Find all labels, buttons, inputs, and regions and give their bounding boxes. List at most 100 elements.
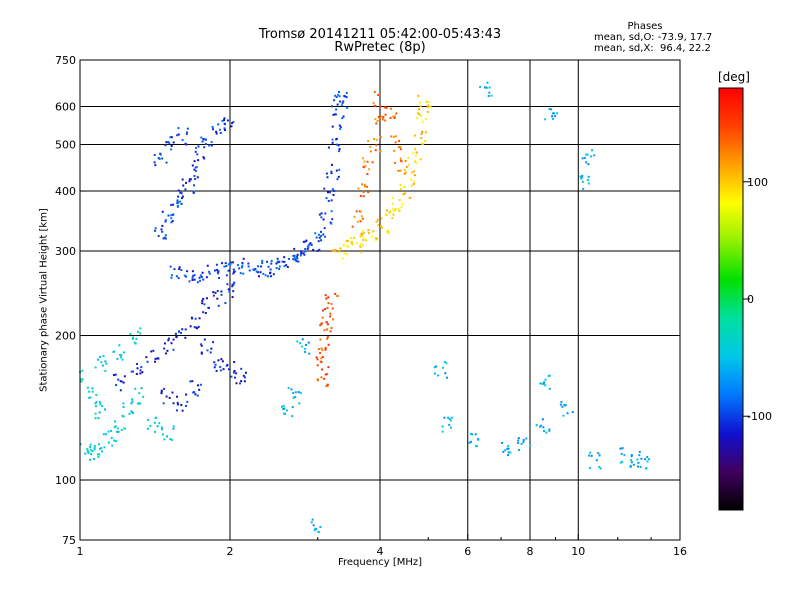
echo-point: [321, 349, 324, 352]
echo-point: [525, 437, 528, 440]
echo-point: [373, 90, 376, 93]
echo-point: [164, 234, 167, 237]
echo-point: [231, 122, 234, 125]
echo-point: [225, 274, 228, 277]
y-tick-label: 75: [62, 534, 76, 547]
echo-point: [403, 168, 406, 171]
echo-point: [120, 380, 123, 383]
echo-point: [219, 365, 222, 368]
echo-point: [363, 185, 366, 188]
echo-point: [128, 412, 131, 415]
echo-point: [320, 357, 323, 360]
echo-point: [371, 230, 374, 233]
echo-point: [390, 135, 393, 138]
echo-point: [217, 271, 220, 274]
echo-point: [380, 217, 383, 220]
echo-point: [544, 384, 547, 387]
echo-point: [443, 360, 446, 363]
echo-point: [636, 465, 639, 468]
echo-point: [220, 290, 223, 293]
echo-point: [100, 447, 103, 450]
echo-point: [399, 146, 402, 149]
echo-point: [107, 441, 110, 444]
chart-subtitle: RwPretec (8p): [334, 40, 426, 55]
echo-point: [308, 352, 311, 355]
echo-point: [304, 347, 307, 350]
echo-point: [152, 349, 155, 352]
echo-point: [123, 375, 126, 378]
grid-lines: [80, 60, 680, 540]
echo-point: [372, 138, 375, 141]
echo-point: [327, 146, 330, 149]
echo-point: [331, 307, 334, 310]
echo-point: [646, 460, 649, 463]
echo-point: [302, 252, 305, 255]
echo-point: [420, 137, 423, 140]
echo-point: [542, 383, 545, 386]
echo-point: [319, 352, 322, 355]
echo-point: [351, 243, 354, 246]
echo-point: [327, 343, 330, 346]
echo-point: [173, 268, 176, 271]
echo-point: [232, 371, 235, 374]
echo-point: [297, 260, 300, 263]
echo-point: [181, 195, 184, 198]
echo-point: [332, 318, 335, 321]
echo-point: [89, 458, 92, 461]
echo-point: [212, 341, 215, 344]
echo-point: [80, 380, 83, 383]
echo-point: [566, 412, 569, 415]
echo-point: [341, 257, 344, 260]
echo-point: [202, 278, 205, 281]
echo-point: [329, 191, 332, 194]
echo-point: [136, 330, 139, 333]
echo-point: [374, 236, 377, 239]
echo-point: [203, 146, 206, 149]
echo-point: [238, 382, 241, 385]
echo-point: [199, 383, 202, 386]
echo-point: [544, 378, 547, 381]
echo-point: [165, 141, 168, 144]
echo-point: [506, 447, 509, 450]
echo-point: [211, 128, 214, 131]
echo-point: [548, 429, 551, 432]
echo-point: [89, 446, 92, 449]
echo-point: [315, 356, 318, 359]
echo-point: [296, 340, 299, 343]
echo-point: [184, 328, 187, 331]
echo-point: [541, 418, 544, 421]
echo-point: [296, 257, 299, 260]
echo-point: [469, 432, 472, 435]
echo-point: [644, 467, 647, 470]
echo-point: [334, 94, 337, 97]
echo-point: [367, 232, 370, 235]
echo-point: [317, 530, 320, 533]
echo-point: [202, 156, 205, 159]
echo-point: [119, 353, 122, 356]
echo-point: [426, 106, 429, 109]
echo-point: [325, 172, 328, 175]
echo-point: [170, 217, 173, 220]
echo-point: [312, 248, 315, 251]
echo-point: [193, 391, 196, 394]
echo-point: [226, 119, 229, 122]
x-tick-label: 8: [527, 545, 534, 558]
echo-point: [598, 465, 601, 468]
echo-point: [400, 160, 403, 163]
echo-point: [413, 174, 416, 177]
echo-point: [210, 141, 213, 144]
echo-point: [139, 372, 142, 375]
x-axis-label: Frequency [MHz]: [337, 557, 423, 568]
echo-point: [223, 265, 226, 268]
echo-point: [93, 444, 96, 447]
echo-point: [416, 117, 419, 120]
echo-point: [381, 118, 384, 121]
echo-point: [196, 281, 199, 284]
echo-point: [332, 249, 335, 252]
echo-point: [201, 271, 204, 274]
echo-point: [293, 257, 296, 260]
y-axis-ticks: 75 100 200 300 400 500 600 750: [55, 54, 86, 547]
echo-point: [517, 439, 520, 442]
echo-point: [362, 165, 365, 168]
echo-point: [134, 342, 137, 345]
